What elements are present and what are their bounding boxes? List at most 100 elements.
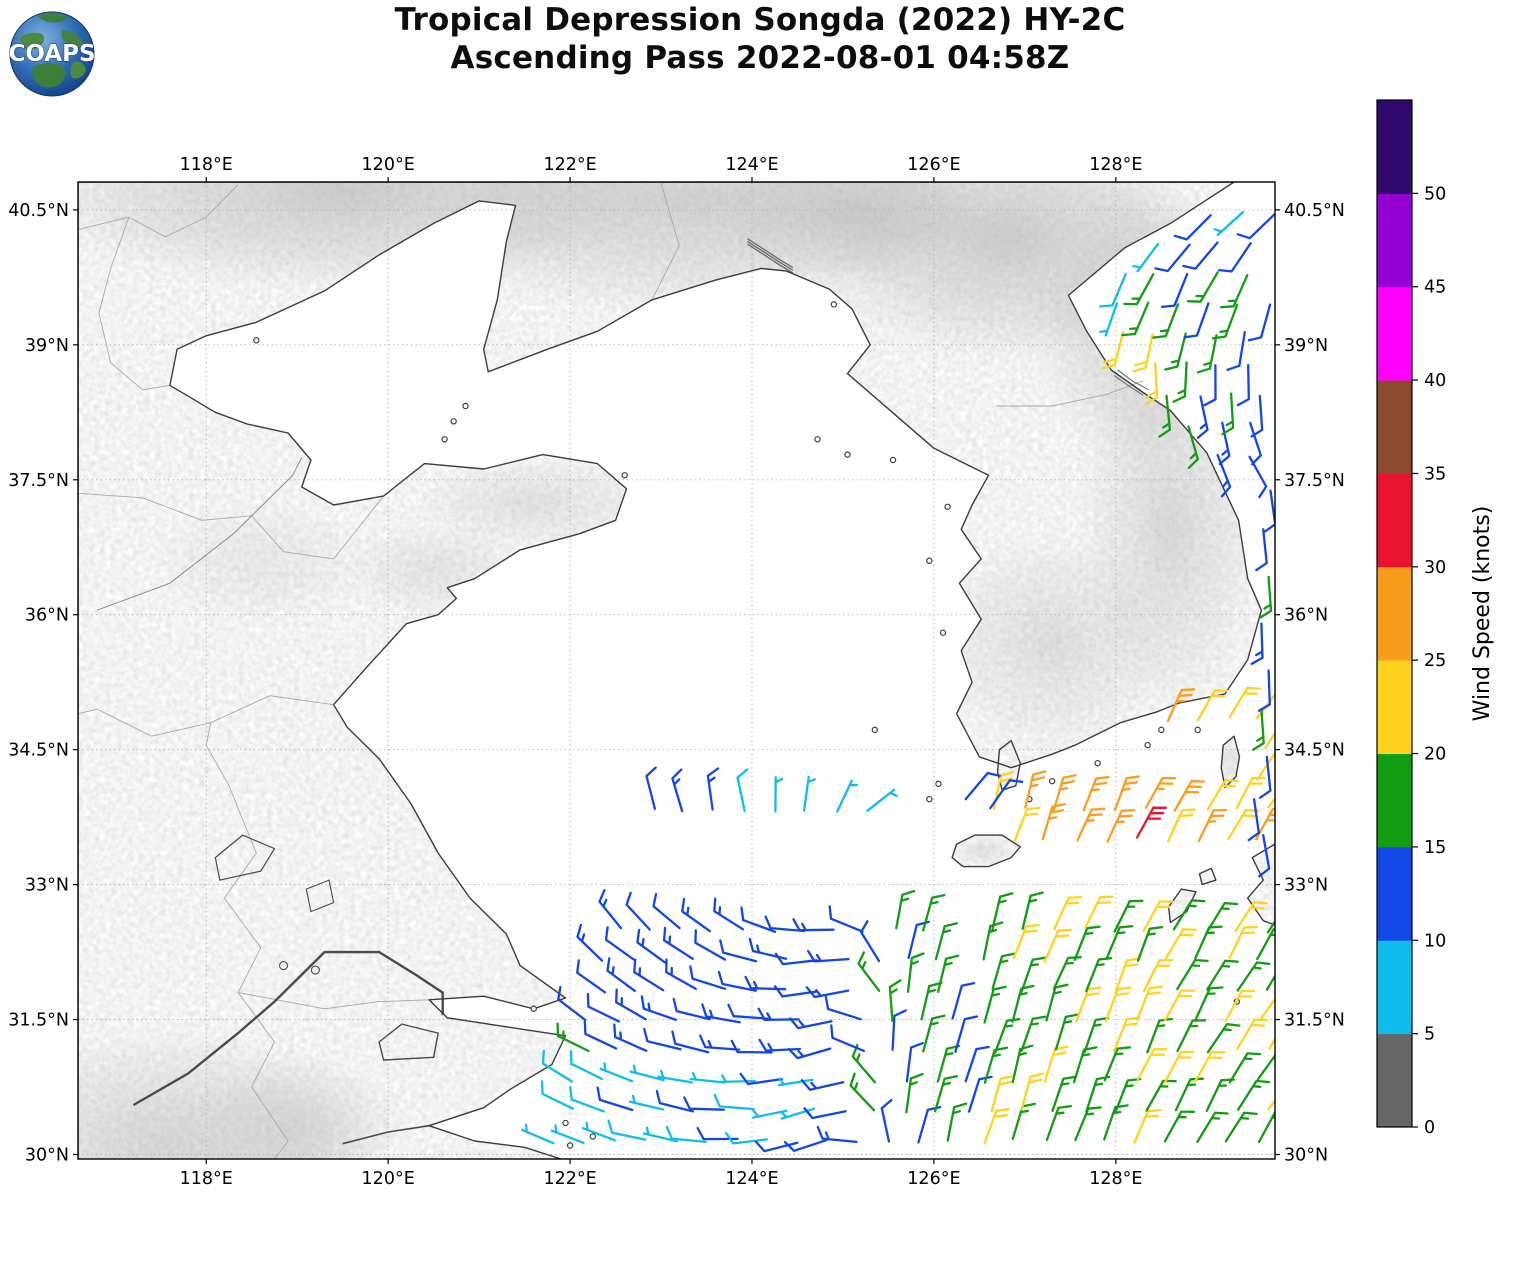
wind-barb [1247,797,1260,842]
wind-barb [1163,989,1196,1022]
lat-tick-label-left: 31.5°N [8,1011,69,1031]
colorbar-segment [1377,660,1412,755]
wind-barb [789,1017,833,1030]
wind-barb [1041,803,1066,841]
lon-tick-label-top: 118°E [180,155,233,175]
map-frame [77,181,1276,1160]
lat-tick-label-right: 34.5°N [1284,741,1345,761]
wind-barb [783,1139,828,1152]
wind-barb [730,1039,773,1054]
rivers-lakes [96,238,1149,1145]
wind-barb [596,1086,634,1112]
wind-barb [727,1003,769,1020]
islet [1194,726,1201,734]
wind-barb [1152,303,1180,339]
wind-barb [1074,1106,1102,1142]
colorbar-tick-label: 25 [1424,651,1446,671]
islet [830,301,838,308]
wind-barb [800,1079,845,1091]
wind-barb [1052,774,1077,812]
lon-tick-label-bottom: 120°E [362,1169,415,1189]
admin-boundary [224,897,289,1159]
wind-barb [1196,1111,1229,1144]
wind-barb [1106,808,1136,843]
islet [589,1133,597,1140]
wind-barb [724,1131,769,1145]
wind-barb [774,776,784,813]
admin-boundary [98,216,170,391]
wind-barb [792,918,835,932]
lat-tick-label-right: 37.5°N [1284,471,1345,491]
coaps-logo-text: COAPS [8,41,95,67]
islet [1144,741,1151,749]
lon-tick-label-bottom: 122°E [543,1169,596,1189]
wind-barb [1132,242,1160,273]
lat-tick-label-right: 36°N [1284,606,1328,626]
wind-barb [701,1003,741,1024]
wind-barb [1196,689,1229,722]
plot-title-line2: Ascending Pass 2022-08-01 04:58Z [450,39,1070,76]
lat-tick-label-left: 39°N [25,336,69,356]
wind-barb [739,1072,783,1086]
islet [1158,726,1165,734]
wind-barb [934,922,959,961]
colorbar-segment [1377,940,1412,1035]
islet [253,337,260,344]
islet [1048,777,1056,785]
wind-barb [1267,796,1275,809]
wind-barb [1236,213,1275,240]
wind-barbs [520,210,1275,1153]
wind-barb [1113,899,1144,933]
lat-tick-label-left: 40.5°N [8,201,69,221]
wind-barb [1020,956,1047,993]
small-lake [279,961,289,971]
colorbar-title: Wind Speed (knots) [1470,506,1495,722]
wind-barb [1024,770,1047,809]
islet [462,402,469,410]
wind-barb [576,923,604,962]
wind-barb [1251,708,1265,751]
wind-barb [922,893,946,932]
wind-barb [628,1094,665,1111]
wind-barb [1163,1050,1195,1084]
wind-barb [1218,421,1231,466]
wind-barb [1250,622,1264,666]
wind-barb [1075,986,1102,1023]
wind-barb [754,1140,799,1153]
wind-barb [665,1125,707,1144]
lat-tick-label-right: 39°N [1284,336,1328,356]
wind-barb [683,1096,725,1111]
lon-tick-label-top: 120°E [362,155,415,175]
wind-barb [1167,808,1196,843]
small-lake [310,965,320,975]
wind-barb [655,1089,695,1113]
wind-barb [1158,394,1172,438]
wind-barb [1045,983,1069,1022]
wind-barb [652,892,681,930]
yalu-river-channel [747,238,794,269]
coastline-island [1220,735,1241,789]
wind-barb [671,1030,710,1054]
islet [814,436,821,443]
colorbar-segment [1377,566,1412,661]
wind-barb [1224,1111,1258,1143]
wind-barb [1206,1023,1241,1054]
wind-barb [699,1034,741,1051]
wind-barb [816,1125,858,1144]
wind-barb [713,897,745,931]
wind-barb [613,1023,648,1052]
wind-barb [933,1075,958,1113]
wind-barb [992,770,1014,811]
wind-barb [520,1123,555,1145]
wind-barb [803,1107,847,1120]
wind-barb [1101,331,1125,370]
wind-barb [681,897,712,933]
wind-barb [1219,274,1249,309]
wind-barb [1258,833,1271,878]
admin-boundary [205,722,257,899]
wind-barb [569,1086,605,1113]
lagoon-shore [1117,369,1149,391]
wind-barb [1196,395,1209,439]
wind-barb [1259,997,1275,1022]
islet [935,780,942,788]
